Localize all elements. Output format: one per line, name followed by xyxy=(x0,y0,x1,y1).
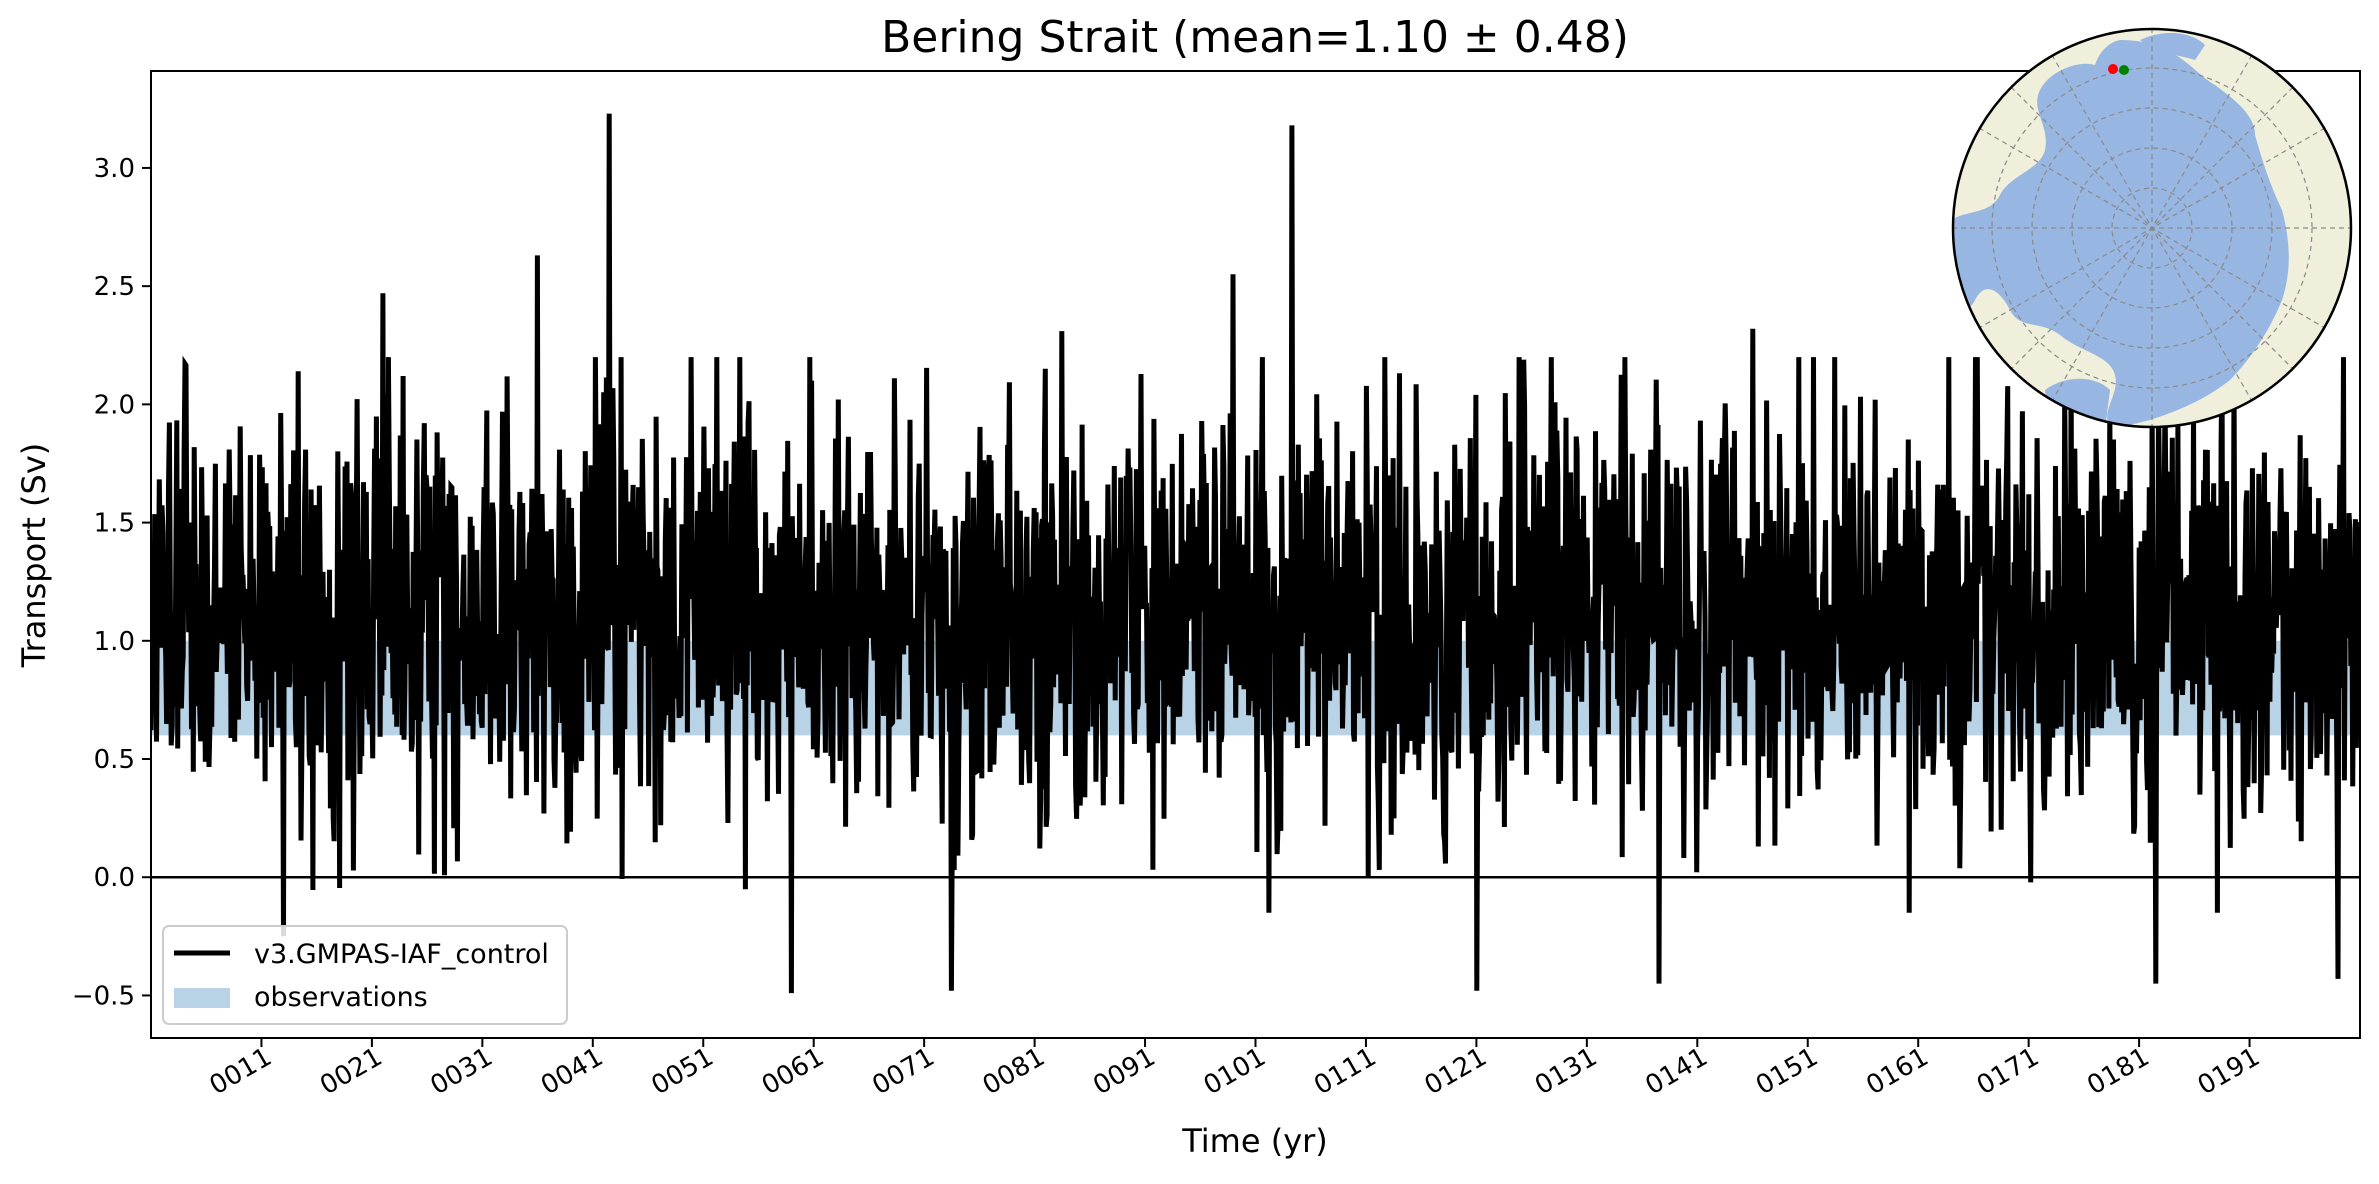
y-tick-label: 0.0 xyxy=(94,863,135,893)
y-tick-label: 2.5 xyxy=(94,272,135,302)
series-line-v3-gmpas-iaf-control xyxy=(151,113,2360,994)
map-graticule xyxy=(1953,29,2351,427)
pacific-ocean-shape xyxy=(2140,33,2205,60)
y-tick-label: −0.5 xyxy=(72,981,135,1011)
plot-area xyxy=(151,113,2360,994)
map-boundary xyxy=(1951,27,2353,429)
y-tick-label: 1.0 xyxy=(94,627,135,657)
coast-land-shape xyxy=(2255,75,2310,140)
y-tick-label: 2.0 xyxy=(94,390,135,420)
arctic-ocean-shape xyxy=(1953,40,2289,427)
chart-title: Bering Strait (mean=1.10 ± 0.48) xyxy=(881,12,1629,63)
y-tick-label: 1.5 xyxy=(94,509,135,539)
legend-patch-swatch xyxy=(174,988,230,1008)
x-axis-label: Time (yr) xyxy=(1181,1122,1328,1160)
legend: v3.GMPAS-IAF_control observations xyxy=(162,925,568,1025)
y-axis-label: Transport (Sv) xyxy=(15,443,53,669)
y-axis: −0.5 0.0 0.5 1.0 1.5 2.0 2.5 3.0 xyxy=(72,154,151,1011)
inset-map xyxy=(1951,27,2353,429)
y-tick-label: 3.0 xyxy=(94,154,135,184)
section-start-marker xyxy=(2108,64,2118,74)
y-tick-label: 0.5 xyxy=(94,745,135,775)
section-end-marker xyxy=(2119,65,2129,75)
legend-label-observations: observations xyxy=(254,982,428,1013)
legend-label-model: v3.GMPAS-IAF_control xyxy=(254,939,549,970)
legend-box xyxy=(162,925,568,1025)
